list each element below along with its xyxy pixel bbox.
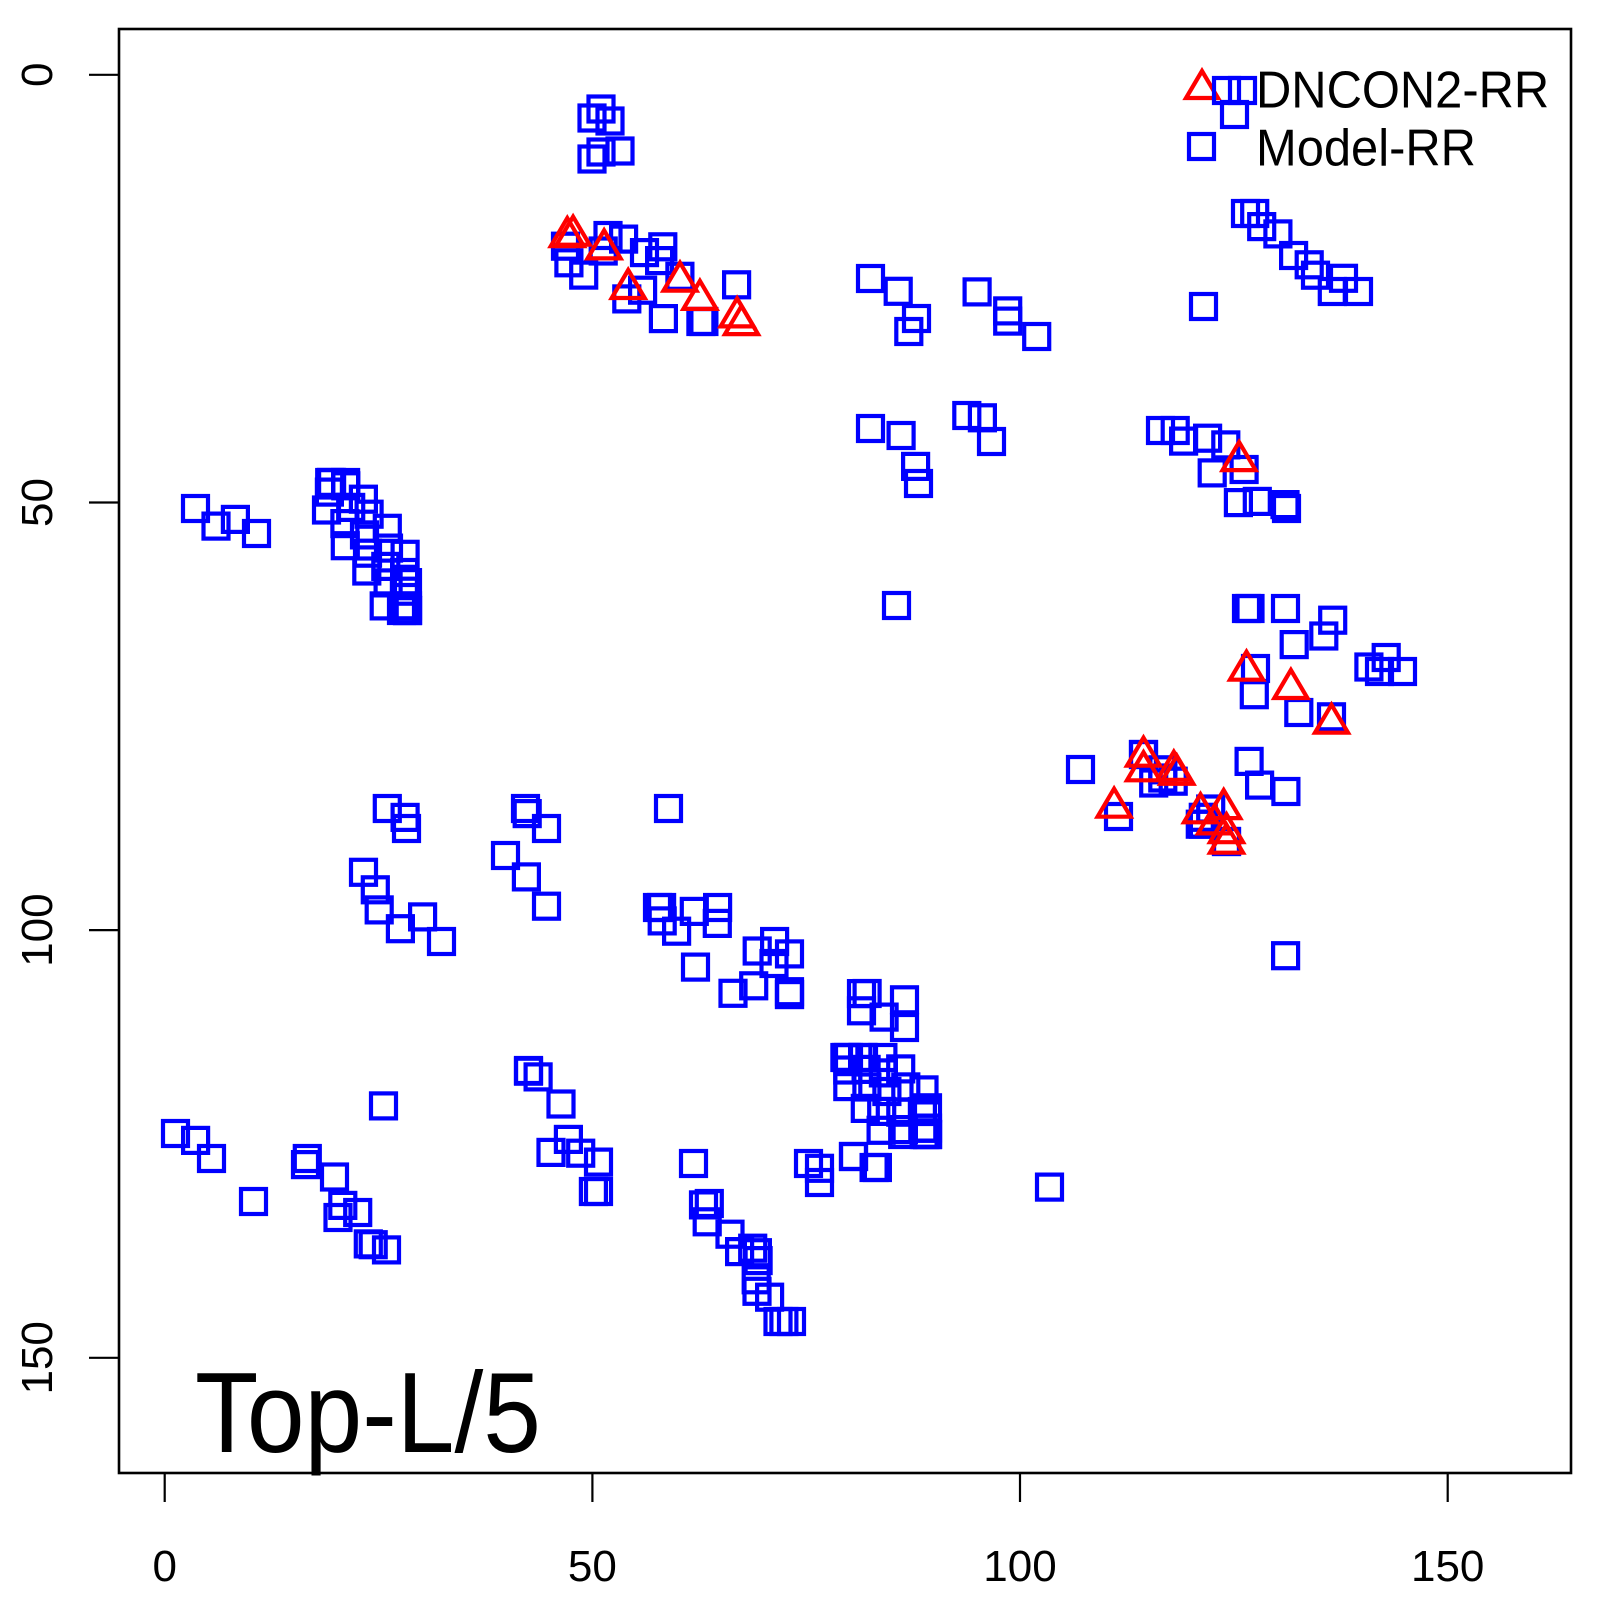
svg-text:Model-RR: Model-RR (1256, 118, 1476, 177)
svg-text:50: 50 (13, 478, 62, 527)
svg-text:150: 150 (1411, 1542, 1484, 1591)
svg-text:100: 100 (13, 893, 62, 966)
svg-text:0: 0 (152, 1542, 176, 1591)
svg-text:Top-L/5: Top-L/5 (195, 1349, 541, 1477)
svg-text:150: 150 (13, 1321, 62, 1394)
svg-text:0: 0 (13, 63, 62, 87)
svg-text:DNCON2-RR: DNCON2-RR (1256, 60, 1549, 119)
svg-text:50: 50 (568, 1542, 617, 1591)
svg-text:100: 100 (983, 1542, 1056, 1591)
